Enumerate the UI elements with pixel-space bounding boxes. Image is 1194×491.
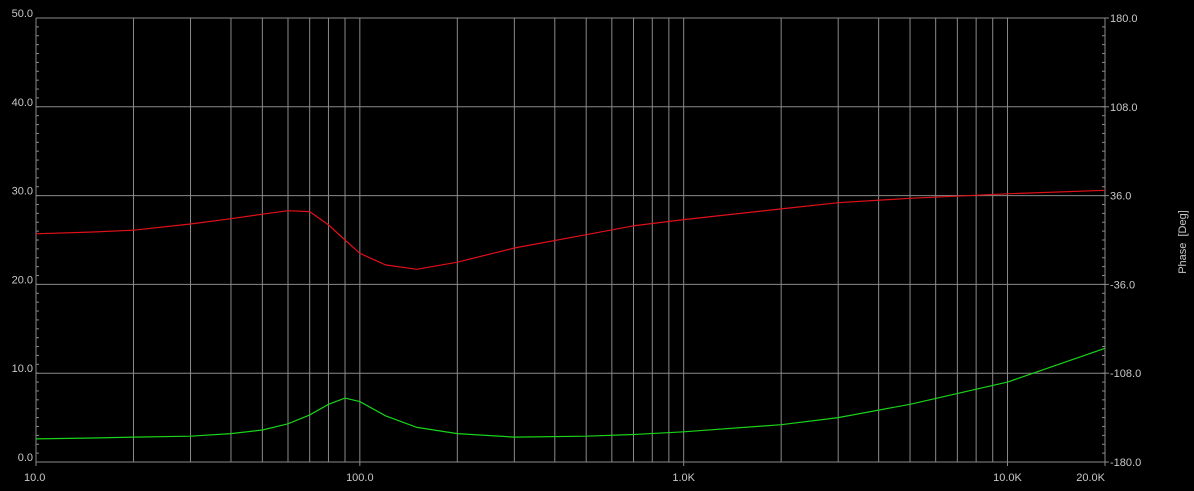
y-tick-label: 10.0 [12,363,33,375]
x-tick-label: 10.0 [24,472,45,484]
y-tick-label: 40.0 [12,97,33,109]
y2-tick-label: -36.0 [1110,279,1135,291]
series-line [35,347,1106,440]
y2-tick-label: -108.0 [1110,368,1141,380]
y-tick-label: 30.0 [12,186,33,198]
x-tick-label: 1.0K [672,472,695,484]
y2-tick-label: 36.0 [1110,191,1131,203]
x-tick-label: 100.0 [346,472,374,484]
y2-tick-label: 108.0 [1110,102,1138,114]
y2-axis-label: Phase [Deg] [1177,210,1189,274]
y2-tick-label: -180.0 [1110,457,1141,469]
x-tick-label: 10.0K [993,472,1022,484]
y2-tick-label: 180.0 [1110,13,1138,25]
y-tick-label: 0.0 [18,452,33,464]
x-tick-label: 20.0K [1076,472,1105,484]
y-tick-label: 20.0 [12,274,33,286]
y-tick-label: 50.0 [12,8,33,20]
series-line [35,189,1106,270]
